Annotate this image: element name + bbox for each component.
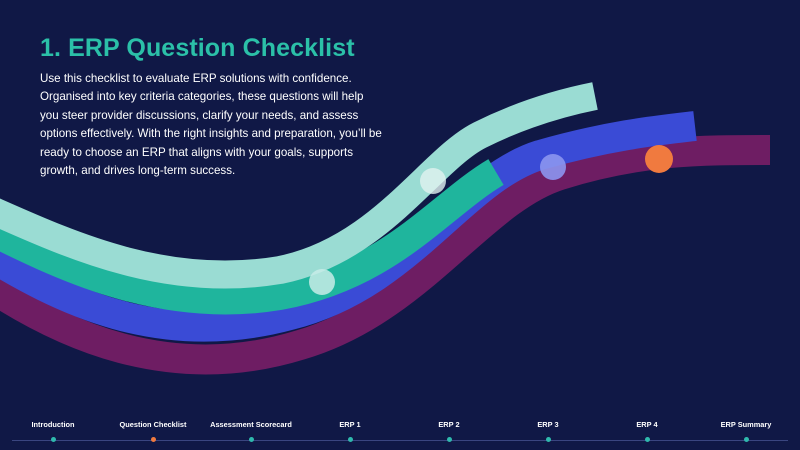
timeline-step-label: Assessment Scorecard <box>210 420 292 429</box>
timeline-step-question-checklist[interactable]: Question Checklist <box>98 420 208 442</box>
timeline-step-label: ERP 2 <box>438 420 460 429</box>
timeline-step-label: Introduction <box>31 420 75 429</box>
ribbon-dot-light-upper <box>420 168 446 194</box>
ribbon-mint <box>0 82 598 289</box>
ribbon-teal <box>0 159 504 315</box>
timeline-step-erp-3[interactable]: ERP 3 <box>493 420 603 442</box>
section-timeline: Introduction Question Checklist Assessme… <box>0 420 800 450</box>
timeline-line <box>12 440 788 441</box>
timeline-step-label: ERP 3 <box>537 420 559 429</box>
timeline-step-erp-1[interactable]: ERP 1 <box>295 420 405 442</box>
timeline-dot-active <box>150 437 156 442</box>
timeline-step-erp-2[interactable]: ERP 2 <box>394 420 504 442</box>
timeline-dot <box>347 437 353 442</box>
ribbon-dot-light-lower <box>309 269 335 295</box>
ribbon-dot-lavender <box>540 154 566 180</box>
intro-paragraph: Use this checklist to evaluate ERP solut… <box>40 72 382 178</box>
timeline-dot <box>248 437 254 442</box>
timeline-dot <box>743 437 749 442</box>
timeline-dot <box>644 437 650 442</box>
ribbon-dot-orange <box>645 145 673 173</box>
page-title: 1. ERP Question Checklist <box>40 34 355 62</box>
timeline-step-label: ERP 1 <box>339 420 361 429</box>
timeline-dot <box>50 437 56 442</box>
timeline-dot <box>446 437 452 442</box>
timeline-step-erp-summary[interactable]: ERP Summary <box>691 420 800 442</box>
timeline-step-label: ERP Summary <box>720 420 772 429</box>
timeline-step-label: ERP 4 <box>636 420 658 429</box>
timeline-step-introduction[interactable]: Introduction <box>0 420 108 442</box>
timeline-step-erp-4[interactable]: ERP 4 <box>592 420 702 442</box>
timeline-step-label: Question Checklist <box>119 420 187 429</box>
timeline-step-assessment-scorecard[interactable]: Assessment Scorecard <box>196 420 306 442</box>
timeline-dot <box>545 437 551 442</box>
